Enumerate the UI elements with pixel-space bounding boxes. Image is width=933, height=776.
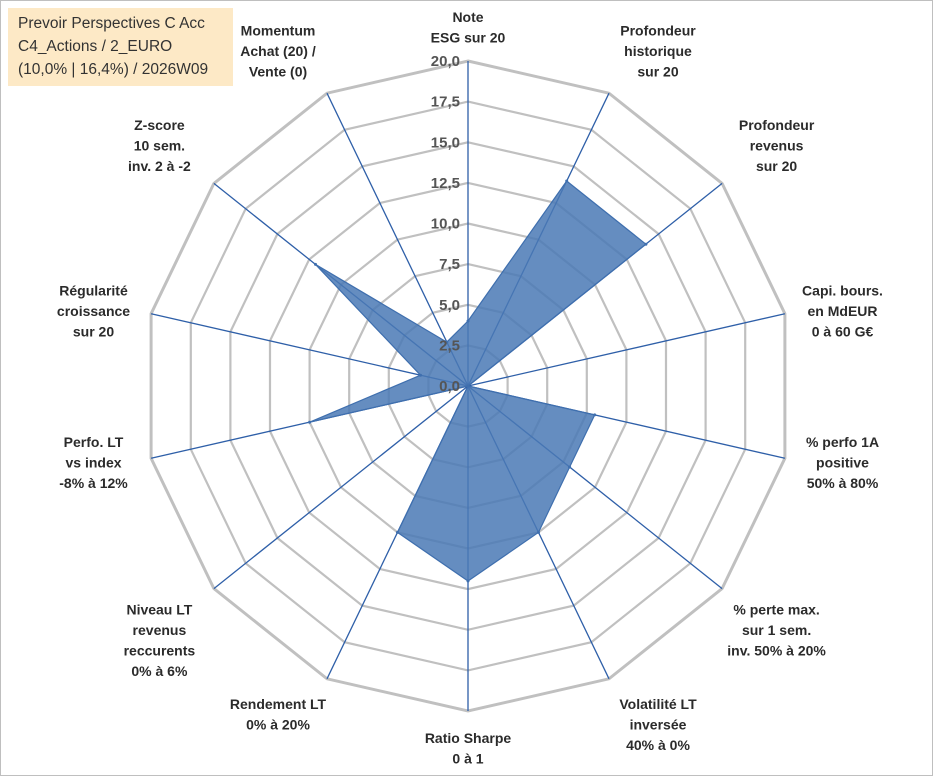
axis-label-line: 10 sem. [134,137,185,153]
axis-label: Niveau LT revenus reccurents 0% à 6% [124,602,196,680]
axis-label-line: revenus [750,137,804,153]
fund-stats-week: (10,0% | 16,4%) / 2026W09 [18,61,209,78]
axis-spoke [150,313,469,387]
axis-label-line: vs index [65,455,121,471]
data-point [419,373,422,377]
tick-label: 5,0 [439,297,460,314]
axis-labels: Note ESG sur 20 Profondeur historique sur 20… [57,9,883,767]
axis-label-line: Vente (0) [249,63,307,79]
axis-label-line: positive [816,455,869,471]
tick-label: 2,5 [439,337,460,354]
axis-label-line: Note [452,9,483,25]
axis-label: Z-score 10 sem. inv. 2 à -2 [128,117,191,174]
tick-label: 15,0 [431,134,460,151]
data-point [568,465,572,469]
data-point [396,530,399,534]
tick-label: 20,0 [431,53,460,70]
axis-label-line: % perfo 1A [806,434,879,450]
axis-label: Note ESG sur 20 [431,9,506,46]
axis-spoke [326,92,469,387]
series-area [309,180,647,582]
data-point [314,262,317,266]
axis-label: % perte max. sur 1 sem. inv. 50% à 20% [727,602,826,659]
axis-label: Perfo. LT vs index -8% à 12% [59,434,128,491]
axis-label-line: Rendement LT [230,696,327,712]
axis-label-line: sur 1 sem. [742,622,811,638]
tick-label: 0,0 [439,378,460,395]
data-point [644,242,648,246]
axis-label-line: 0 à 60 G€ [812,323,874,339]
axis-label: Momentum Achat (20) / Vente (0) [240,22,316,79]
axis-label-line: Volatilité LT [619,696,697,712]
axis-label-line: Momentum [241,22,316,38]
fund-title-box: Prevoir Perspectives C Acc C4_Actions / … [8,8,233,86]
tick-label: 12,5 [431,175,460,192]
axis-label: Rendement LT 0% à 20% [230,696,327,733]
axis-label: Profondeur revenus sur 20 [739,117,815,174]
axis-label-line: revenus [133,622,187,638]
data-point [445,340,449,344]
axis-label-line: sur 20 [73,323,114,339]
axis-label: Profondeur historique sur 20 [620,22,696,79]
axis-label-line: 50% à 80% [807,475,879,491]
axis-spoke [213,385,469,590]
axis-label-line: Ratio Sharpe [425,730,512,746]
axis-label-line: inv. 2 à -2 [128,158,191,174]
data-point [466,384,470,388]
axis-label-line: sur 20 [637,63,678,79]
axis-label-line: % perte max. [733,602,819,618]
axis-label-line: Profondeur [620,22,696,38]
axis-label-line: Capi. bours. [802,282,883,298]
axis-label-line: Z-score [134,117,185,133]
axis-label: Volatilité LT inversée 40% à 0% [619,696,697,753]
fund-name: Prevoir Perspectives C Acc [18,15,205,32]
axis-label: % perfo 1A positive 50% à 80% [806,434,879,491]
axis-label-line: ESG sur 20 [431,30,506,46]
tick-label: 17,5 [431,94,460,111]
axis-label-line: historique [624,43,692,59]
data-point [565,179,569,183]
axis-label-line: 0% à 6% [131,663,188,679]
axis-label-line: -8% à 12% [59,475,128,491]
axis-label-line: 0 à 1 [452,751,483,767]
axis-label-line: sur 20 [756,158,797,174]
axis-label-line: Régularité [59,282,128,298]
series-points [308,179,648,583]
axis-label-line: Profondeur [739,117,815,133]
data-point [537,530,540,534]
data-point [466,579,470,583]
fund-category: C4_Actions / 2_EURO [18,38,173,55]
axis-label-line: Niveau LT [126,602,192,618]
data-point [308,420,312,424]
axis-label-line: reccurents [124,643,196,659]
axis-spoke [467,313,786,387]
axis-label-line: 40% à 0% [626,737,690,753]
data-point [593,413,597,417]
axis-label-line: Perfo. LT [64,434,124,450]
axis-label: Ratio Sharpe 0 à 1 [425,730,512,767]
axis-label-line: croissance [57,303,130,319]
axis-label: Régularité croissance sur 20 [57,282,130,339]
tick-label: 7,5 [439,256,460,273]
axis-label-line: en MdEUR [808,303,878,319]
axis-label: Capi. bours. en MdEUR 0 à 60 G€ [802,282,883,339]
axis-label-line: Achat (20) / [240,43,316,59]
tick-label: 10,0 [431,216,460,233]
axis-label-line: 0% à 20% [246,717,310,733]
axis-label-line: inv. 50% à 20% [727,643,826,659]
data-point [466,319,470,323]
radial-tick-labels: 0,0 2,5 5,0 7,5 10,0 12,5 15,0 17,5 20,0 [431,53,460,395]
axis-label-line: inversée [630,717,687,733]
